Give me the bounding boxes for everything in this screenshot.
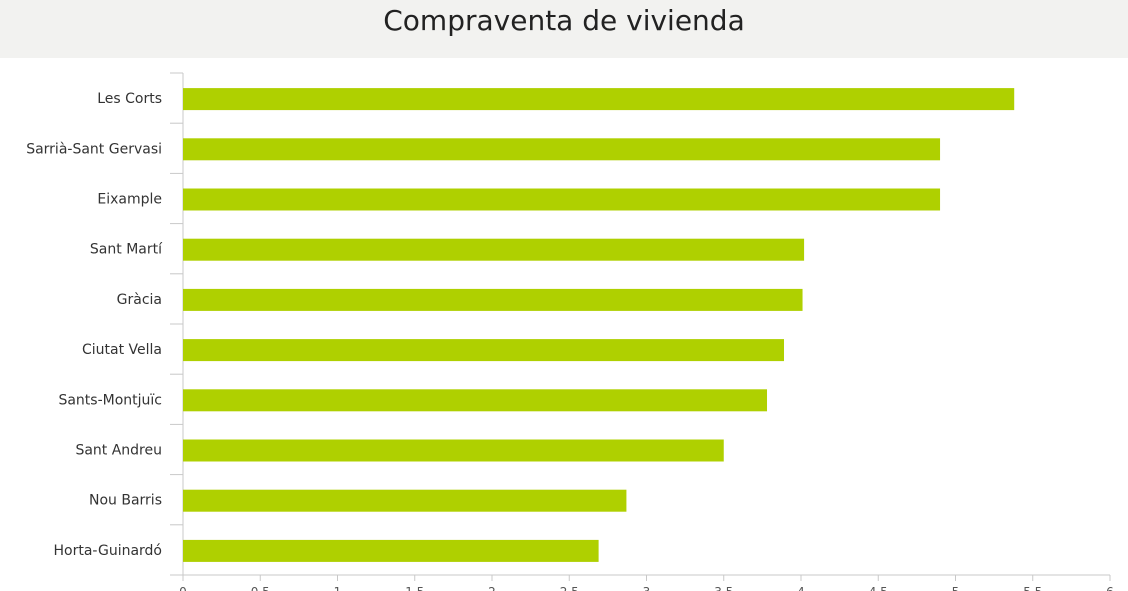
x-tick-label: 5.5: [1023, 585, 1042, 591]
x-tick-label: 3.5: [714, 585, 733, 591]
category-label: Les Corts: [97, 91, 162, 107]
x-tick-label: 1: [334, 585, 342, 591]
bar: [183, 489, 627, 512]
x-tick-label: 6: [1106, 585, 1114, 591]
x-tick-label: 2: [488, 585, 496, 591]
x-tick-label: 3: [643, 585, 651, 591]
category-label: Gràcia: [117, 292, 162, 308]
bar: [183, 539, 599, 562]
bar: [183, 389, 768, 412]
x-tick-label: 2.5: [560, 585, 579, 591]
x-tick-label: 0: [179, 585, 187, 591]
bar: [183, 439, 724, 462]
bar: [183, 188, 941, 211]
category-label: Sant Andreu: [75, 443, 162, 459]
category-label: Nou Barris: [89, 493, 162, 509]
category-label: Horta-Guinardó: [53, 543, 162, 559]
category-label: Sarrià-Sant Gervasi: [26, 141, 162, 157]
bar: [183, 138, 941, 161]
bar: [183, 339, 785, 362]
category-label: Sants-Montjuïc: [58, 392, 162, 408]
x-tick-label: 5: [952, 585, 960, 591]
category-label: Eixample: [97, 192, 162, 208]
chart-title: Compraventa de vivienda: [383, 4, 744, 37]
bar: [183, 238, 805, 261]
bar: [183, 88, 1015, 111]
category-label: Sant Martí: [90, 242, 163, 258]
category-label: Ciutat Vella: [82, 342, 162, 358]
x-tick-label: 1.5: [405, 585, 424, 591]
x-tick-label: 0.5: [251, 585, 270, 591]
bar: [183, 288, 803, 311]
x-tick-label: 4: [797, 585, 805, 591]
x-tick-label: 4.5: [869, 585, 888, 591]
title-band: [0, 0, 1128, 58]
